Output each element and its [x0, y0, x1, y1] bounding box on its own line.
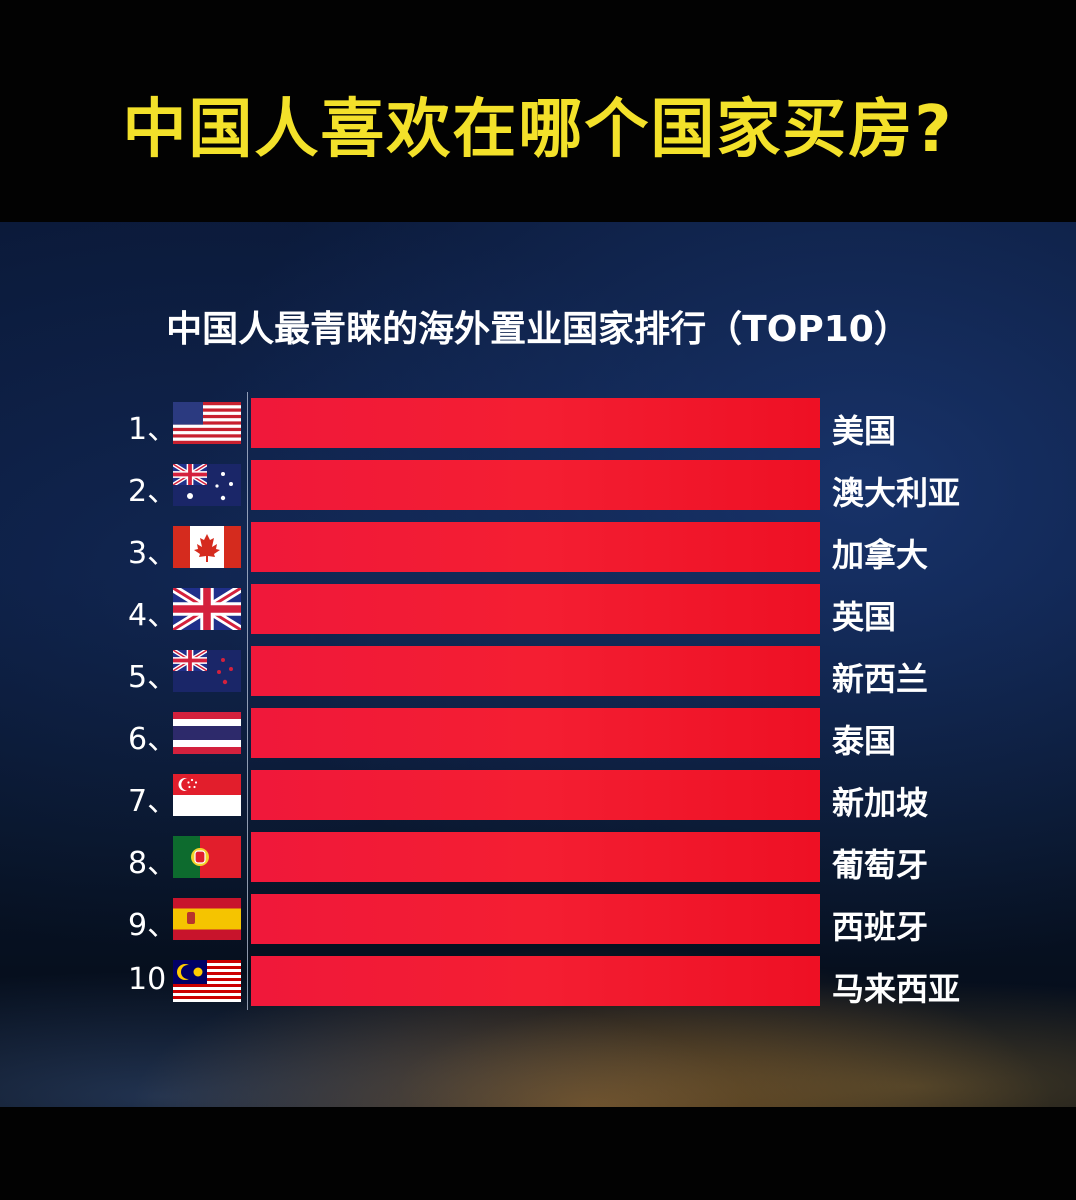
- country-label: 澳大利亚: [832, 474, 961, 512]
- country-label: 新西兰: [832, 660, 929, 698]
- rank-label: 3、: [128, 536, 178, 571]
- australia-flag-icon: [173, 464, 241, 506]
- bottom-band: [0, 1107, 1076, 1200]
- rank-label: 2、: [128, 474, 178, 509]
- title-band: [0, 0, 1076, 222]
- bar-row: 2、 澳大利亚: [0, 460, 1076, 512]
- bar: [251, 956, 820, 1006]
- bar-row: 5、 新西兰: [0, 646, 1076, 698]
- country-label: 英国: [832, 598, 897, 636]
- axis-line: [247, 392, 248, 1010]
- thailand-flag-icon: [173, 712, 241, 754]
- country-label: 泰国: [832, 722, 897, 760]
- bar: [251, 398, 820, 448]
- spain-flag-icon: [173, 898, 241, 940]
- bar-row: 9、 西班牙: [0, 894, 1076, 946]
- bar: [251, 770, 820, 820]
- singapore-flag-icon: [173, 774, 241, 816]
- country-label: 加拿大: [832, 536, 929, 574]
- portugal-flag-icon: [173, 836, 241, 878]
- bar: [251, 708, 820, 758]
- rank-label: 4、: [128, 598, 178, 633]
- country-label: 西班牙: [832, 908, 929, 946]
- rank-label: 8、: [128, 846, 178, 881]
- main-title: 中国人喜欢在哪个国家买房?: [122, 93, 954, 167]
- bar: [251, 584, 820, 634]
- malaysia-flag-icon: [173, 960, 241, 1002]
- bar: [251, 832, 820, 882]
- bar: [251, 522, 820, 572]
- rank-label: 1、: [128, 412, 178, 447]
- bar-row: 4、 英国: [0, 584, 1076, 636]
- bar: [251, 460, 820, 510]
- uk-flag-icon: [173, 588, 241, 630]
- bar-row: 6、 泰国: [0, 708, 1076, 760]
- bar: [251, 646, 820, 696]
- rank-label: 9、: [128, 908, 178, 943]
- bar-row: 1、 美国: [0, 398, 1076, 450]
- rank-label: 6、: [128, 722, 178, 757]
- country-label: 葡萄牙: [832, 846, 929, 884]
- new-zealand-flag-icon: [173, 650, 241, 692]
- us-flag-icon: [173, 402, 241, 444]
- bar-row: 7、 新加坡: [0, 770, 1076, 822]
- rank-label: 7、: [128, 784, 178, 819]
- rank-label: 10: [128, 962, 167, 997]
- canada-flag-icon: [173, 526, 241, 568]
- country-label: 美国: [832, 412, 897, 450]
- bar-row: 8、 葡萄牙: [0, 832, 1076, 884]
- bar-row: 10 马来西亚: [0, 956, 1076, 1008]
- chart-subtitle: 中国人最青睐的海外置业国家排行（TOP10）: [166, 309, 910, 350]
- country-label: 马来西亚: [832, 970, 961, 1008]
- bar-row: 3、 加拿大: [0, 522, 1076, 574]
- country-label: 新加坡: [832, 784, 929, 822]
- rank-label: 5、: [128, 660, 178, 695]
- bar: [251, 894, 820, 944]
